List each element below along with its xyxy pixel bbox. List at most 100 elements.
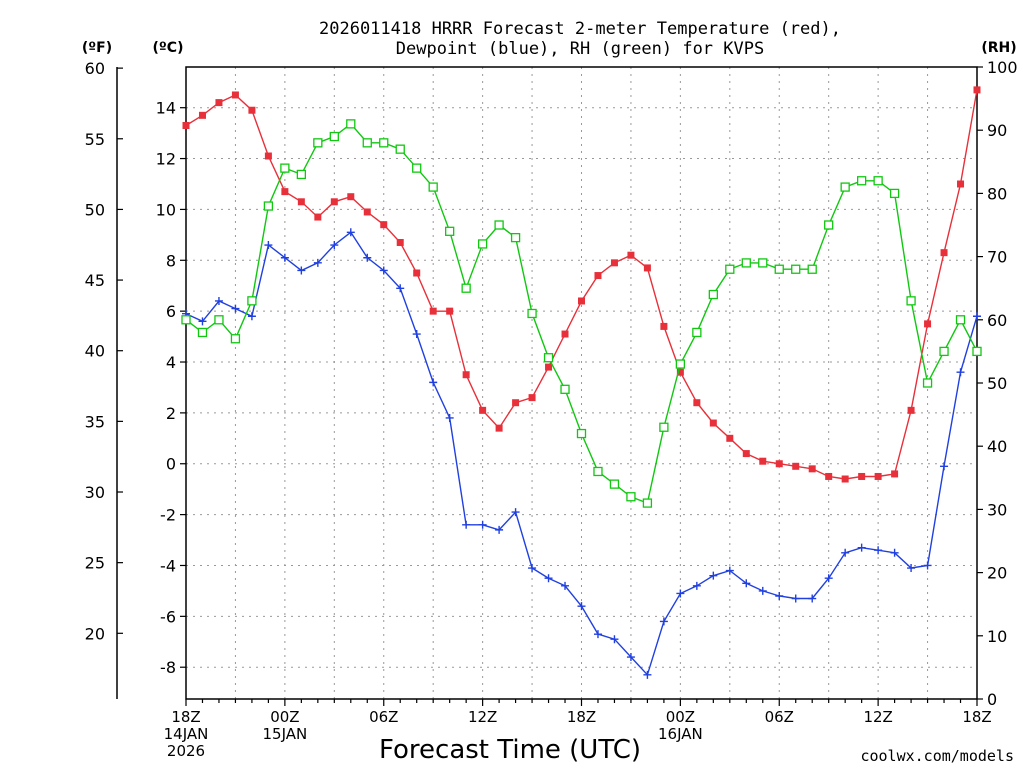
rh-point: [296, 169, 307, 180]
axes: -8 -6 -4 -2 0 2 4 6 8 10 12 14 20 25 30 35 40 45 50 55 60 0 10…: [85, 58, 1018, 760]
temperature-point: [627, 251, 635, 259]
fahrenheit-tick-label: 25: [85, 554, 105, 573]
temperature-point: [396, 238, 404, 246]
dewpoint-point: [709, 571, 718, 580]
rh-point: [741, 258, 751, 268]
temperature-point: [429, 307, 437, 315]
temperature-point: [182, 121, 190, 129]
temperature-point: [660, 322, 668, 330]
rh-point: [197, 327, 208, 338]
temperature-point: [561, 330, 569, 338]
x-tick-label: 18Z: [171, 708, 200, 726]
dewpoint-point: [495, 525, 504, 534]
dewpoint-point: [577, 602, 586, 611]
temperature-point: [792, 462, 800, 470]
celsius-tick-label: -2: [160, 506, 176, 525]
temperature-point: [545, 363, 553, 371]
dewpoint-point: [725, 566, 734, 575]
dewpoint-point: [643, 670, 652, 679]
rh-point: [955, 315, 966, 325]
x-tick-label: 14JAN: [164, 725, 209, 743]
dewpoint-point: [593, 630, 602, 639]
temperature-point: [693, 399, 701, 407]
celsius-tick-label: -8: [160, 658, 176, 677]
rh-unit-label: (RH): [981, 40, 1016, 56]
dewpoint-point: [379, 266, 388, 275]
celsius-tick-label: 14: [156, 99, 176, 118]
dewpoint-point: [874, 546, 883, 555]
temperature-point: [907, 406, 915, 414]
rh-point: [230, 334, 241, 344]
rh-point: [560, 384, 570, 394]
temperature-point: [231, 91, 239, 99]
dewpoint-point: [890, 548, 899, 557]
rh-point: [527, 308, 537, 319]
temperature-point: [446, 307, 454, 315]
rh-point: [510, 232, 521, 243]
x-tick-label: 15JAN: [263, 725, 308, 743]
rh-point: [280, 163, 290, 173]
temperature-point: [462, 371, 470, 379]
temperature-point: [841, 475, 849, 483]
dewpoint-point: [412, 330, 421, 339]
rh-point: [214, 315, 224, 325]
temperature-point: [198, 111, 206, 119]
dewpoint-point: [528, 564, 537, 573]
fahrenheit-unit-label: (ºF): [82, 40, 112, 56]
rh-point: [543, 353, 554, 363]
rh-tick-label: 30: [987, 500, 1007, 519]
temperature-point: [858, 472, 866, 480]
rh-point: [906, 296, 916, 306]
temperature-point: [578, 297, 585, 305]
x-tick-label: 2026: [167, 742, 205, 760]
temperature-point: [643, 264, 651, 272]
rh-point: [477, 239, 488, 249]
temperature-point: [726, 434, 734, 442]
rh-point: [313, 138, 323, 148]
fahrenheit-tick-label: 50: [85, 200, 105, 219]
rh-point: [856, 176, 867, 186]
x-tick-label: 18Z: [962, 708, 991, 726]
x-tick-label: 06Z: [369, 708, 398, 726]
rh-point: [642, 498, 653, 508]
dewpoint-point: [907, 564, 916, 573]
rh-tick-label: 40: [987, 437, 1007, 456]
rh-point: [609, 479, 620, 489]
dewpoint-point: [973, 312, 981, 321]
dewpoint-point: [462, 520, 471, 529]
dewpoint-point: [561, 581, 570, 590]
temperature-point: [297, 198, 305, 206]
celsius-tick-label: 0: [166, 455, 176, 474]
dewpoint-point: [346, 228, 355, 237]
rh-point: [362, 138, 372, 148]
rh-point: [428, 182, 438, 192]
temperature-point: [248, 106, 256, 114]
dewpoint-point: [940, 462, 949, 471]
x-tick-label: 18Z: [567, 708, 596, 726]
celsius-tick-label: 2: [166, 404, 176, 423]
rh-point: [247, 296, 257, 306]
x-tick-label: 12Z: [468, 708, 497, 726]
dewpoint-point: [626, 653, 635, 662]
rh-point: [576, 428, 587, 439]
celsius-tick-label: 8: [166, 251, 176, 270]
dewpoint-point: [791, 594, 800, 603]
fahrenheit-tick-label: 55: [85, 130, 105, 149]
rh-tick-label: 10: [987, 627, 1007, 646]
temperature-point: [940, 249, 948, 257]
rh-point: [346, 119, 356, 129]
temperature-point: [676, 368, 684, 376]
rh-point: [889, 188, 900, 199]
temperature-point: [528, 394, 536, 402]
x-tick-label: 06Z: [765, 708, 794, 726]
dewpoint-point: [198, 317, 207, 326]
temperature-point: [314, 213, 322, 221]
rh-point: [824, 220, 834, 230]
dewpoint-point: [363, 253, 372, 262]
dewpoint-point: [396, 284, 405, 293]
dewpoint-point: [775, 591, 784, 600]
x-tick-label: 00Z: [666, 708, 695, 726]
rh-point: [412, 163, 422, 173]
chart-title-line1: 2026011418 HRRR Forecast 2-meter Tempera…: [319, 19, 841, 39]
rh-point: [791, 264, 801, 274]
